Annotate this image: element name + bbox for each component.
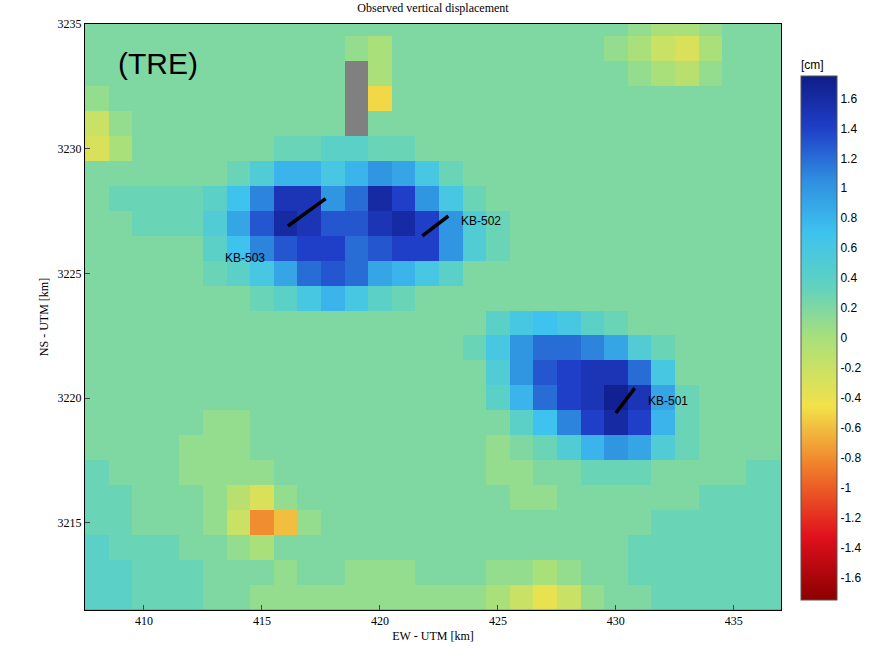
svg-text:-0.6: -0.6 bbox=[840, 421, 861, 435]
svg-text:3215: 3215 bbox=[58, 516, 82, 530]
svg-text:435: 435 bbox=[725, 614, 743, 628]
svg-text:(TRE): (TRE) bbox=[118, 47, 198, 80]
svg-text:[cm]: [cm] bbox=[801, 58, 824, 72]
svg-text:-0.2: -0.2 bbox=[840, 361, 861, 375]
svg-text:1: 1 bbox=[840, 181, 847, 195]
svg-text:-1: -1 bbox=[840, 481, 851, 495]
svg-text:KB-503: KB-503 bbox=[225, 251, 265, 265]
svg-text:430: 430 bbox=[607, 614, 625, 628]
svg-text:EW - UTM [km]: EW - UTM [km] bbox=[392, 629, 473, 643]
svg-text:3220: 3220 bbox=[58, 391, 82, 405]
svg-text:Observed vertical displacement: Observed vertical displacement bbox=[357, 1, 509, 15]
svg-text:-0.4: -0.4 bbox=[840, 391, 861, 405]
svg-text:1.6: 1.6 bbox=[840, 92, 857, 106]
svg-text:0: 0 bbox=[840, 331, 847, 345]
svg-text:425: 425 bbox=[489, 614, 507, 628]
svg-text:1.4: 1.4 bbox=[840, 122, 857, 136]
svg-text:3235: 3235 bbox=[58, 17, 82, 31]
svg-text:0.2: 0.2 bbox=[840, 301, 857, 315]
svg-text:415: 415 bbox=[253, 614, 271, 628]
svg-text:KB-501: KB-501 bbox=[648, 394, 688, 408]
svg-text:3225: 3225 bbox=[58, 267, 82, 281]
svg-text:-1.6: -1.6 bbox=[840, 571, 861, 585]
svg-text:3230: 3230 bbox=[58, 142, 82, 156]
svg-text:-1.4: -1.4 bbox=[840, 541, 861, 555]
svg-text:420: 420 bbox=[371, 614, 389, 628]
svg-text:0.8: 0.8 bbox=[840, 211, 857, 225]
svg-text:NS - UTM [km]: NS - UTM [km] bbox=[37, 278, 51, 356]
svg-text:0.4: 0.4 bbox=[840, 271, 857, 285]
svg-text:-0.8: -0.8 bbox=[840, 451, 861, 465]
svg-text:1.2: 1.2 bbox=[840, 152, 857, 166]
svg-text:-1.2: -1.2 bbox=[840, 511, 861, 525]
svg-text:410: 410 bbox=[135, 614, 153, 628]
svg-text:KB-502: KB-502 bbox=[461, 214, 501, 228]
svg-text:0.6: 0.6 bbox=[840, 241, 857, 255]
